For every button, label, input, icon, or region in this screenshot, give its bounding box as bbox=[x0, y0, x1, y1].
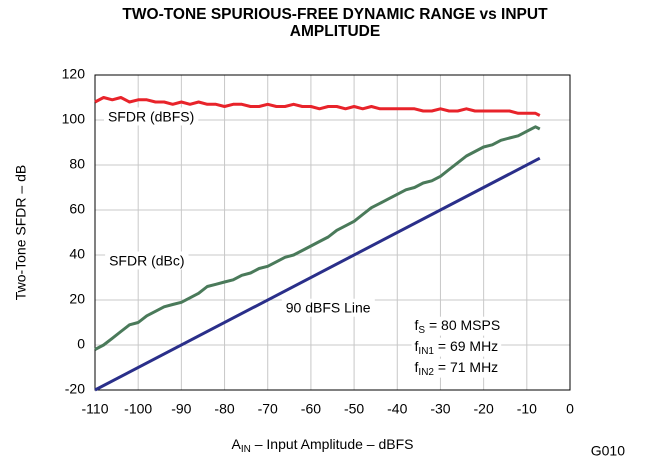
x-tick-label: -60 bbox=[301, 401, 321, 417]
x-tick-label: -70 bbox=[258, 401, 278, 417]
series-line bbox=[94, 156, 541, 392]
note-part: S bbox=[418, 325, 425, 336]
chart-title: TWO-TONE SPURIOUS-FREE DYNAMIC RANGE vs … bbox=[122, 6, 548, 40]
y-tick-label: 120 bbox=[62, 66, 86, 82]
note: fIN1 = 69 MHz bbox=[415, 338, 499, 357]
x-tick-label: -10 bbox=[517, 401, 537, 417]
y-tick-label: 60 bbox=[69, 201, 85, 217]
note-part: = 80 MSPS bbox=[425, 317, 500, 333]
x-tick-label: -80 bbox=[214, 401, 234, 417]
x-tick-label: -90 bbox=[171, 401, 191, 417]
note-part: = 71 MHz bbox=[434, 359, 498, 375]
note-bg bbox=[411, 337, 502, 357]
x-tick-label: -100 bbox=[124, 401, 152, 417]
series-line bbox=[94, 96, 541, 117]
annotation: SFDR (dBc) bbox=[109, 252, 184, 268]
note-part: f bbox=[415, 338, 419, 354]
note-part: f bbox=[415, 317, 419, 333]
annotation-bg bbox=[105, 251, 189, 270]
annotation: 90 dBFS Line bbox=[286, 300, 371, 316]
note-part: IN1 bbox=[418, 346, 434, 357]
note-part: f bbox=[415, 359, 419, 375]
y-axis-label: Two-Tone SFDR – dB bbox=[13, 165, 29, 300]
annotation-bg bbox=[281, 298, 375, 317]
x-tick-label: -50 bbox=[344, 401, 364, 417]
y-tick-label: -20 bbox=[65, 381, 85, 397]
y-tick-label: 100 bbox=[62, 111, 86, 127]
y-tick-label: 80 bbox=[69, 156, 85, 172]
series-line bbox=[94, 125, 541, 351]
x-axis-label-part: IN bbox=[241, 444, 251, 455]
y-tick-label: 20 bbox=[69, 291, 85, 307]
x-axis-label-part: A bbox=[232, 436, 242, 452]
x-axis-label-part: – Input Amplitude – dBFS bbox=[251, 436, 414, 452]
figure-code: G010 bbox=[591, 443, 625, 459]
x-axis-label: AIN – Input Amplitude – dBFS bbox=[232, 436, 414, 455]
note: fS = 80 MSPS bbox=[415, 317, 501, 336]
y-tick-label: 0 bbox=[77, 336, 85, 352]
note-bg bbox=[411, 358, 502, 378]
note-bg bbox=[411, 316, 504, 336]
annotation-bg bbox=[103, 107, 199, 126]
note-part: = 69 MHz bbox=[434, 338, 498, 354]
x-tick-label: 0 bbox=[566, 401, 574, 417]
x-tick-label: -20 bbox=[474, 401, 494, 417]
note-part: IN2 bbox=[418, 367, 434, 378]
annotation: SFDR (dBFS) bbox=[108, 108, 194, 124]
x-tick-label: -40 bbox=[387, 401, 407, 417]
plot-frame bbox=[94, 74, 571, 391]
x-tick-label: -110 bbox=[82, 401, 109, 417]
y-tick-label: 40 bbox=[69, 246, 85, 262]
note: fIN2 = 71 MHz bbox=[415, 359, 499, 378]
x-tick-label: -30 bbox=[430, 401, 450, 417]
